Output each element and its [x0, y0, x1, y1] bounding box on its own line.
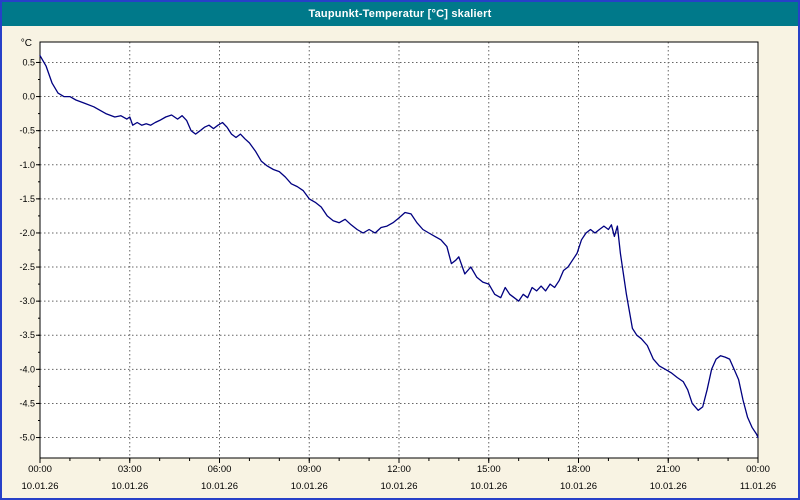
x-tick-time-label: 09:00	[297, 464, 321, 475]
chart-title: Taupunkt-Temperatur [°C] skaliert	[308, 8, 492, 20]
y-tick-label: -4.0	[19, 364, 35, 374]
y-tick-label: -1.5	[19, 194, 35, 204]
y-tick-label: -1.0	[19, 160, 35, 170]
y-tick-label: 0.0	[22, 92, 35, 102]
x-tick-time-label: 00:00	[746, 464, 770, 475]
x-tick-date-label: 11.01.26	[740, 481, 776, 492]
y-tick-label: -4.5	[19, 398, 35, 408]
y-axis-unit-label: °C	[21, 38, 32, 49]
x-tick-date-label: 10.01.26	[381, 481, 418, 492]
plot-frame	[39, 41, 759, 459]
x-tick-time-label: 15:00	[477, 464, 501, 475]
chart-canvas: 0.5 0.0 -0.5 -1.0 -1.5 -2.0 -2.5 -3.0 -3.5 -4.0 -4…	[19, 38, 776, 492]
y-tick-label: -0.5	[19, 126, 35, 136]
x-tick-date-label: 10.01.26	[22, 481, 59, 492]
x-tick-date-label: 10.01.26	[560, 481, 597, 492]
x-tick-time-label: 21:00	[656, 464, 680, 475]
x-tick-time-label: 18:00	[567, 464, 591, 475]
window-title-bar: Taupunkt-Temperatur [°C] skaliert	[2, 2, 798, 26]
x-tick-date-label: 10.01.26	[650, 481, 687, 492]
y-tick-label: -2.0	[19, 228, 35, 238]
y-tick-label: -3.5	[19, 330, 35, 340]
x-tick-time-label: 12:00	[387, 464, 411, 475]
x-tick-date-label: 10.01.26	[291, 481, 328, 492]
y-tick-label: -5.0	[19, 433, 35, 443]
x-tick-time-label: 06:00	[208, 464, 232, 475]
y-tick-label: 0.5	[22, 57, 35, 67]
x-tick-date-label: 10.01.26	[470, 481, 507, 492]
chart-area: 0.5 0.0 -0.5 -1.0 -1.5 -2.0 -2.5 -3.0 -3.5 -4.0 -4…	[2, 26, 798, 498]
chart-line	[39, 54, 759, 439]
x-tick-time-label: 03:00	[118, 464, 142, 475]
y-tick-label: -3.0	[19, 296, 35, 306]
x-tick-time-label: 00:00	[28, 464, 52, 475]
x-tick-date-label: 10.01.26	[201, 481, 238, 492]
x-tick-date-label: 10.01.26	[111, 481, 148, 492]
y-tick-label: -2.5	[19, 262, 35, 272]
